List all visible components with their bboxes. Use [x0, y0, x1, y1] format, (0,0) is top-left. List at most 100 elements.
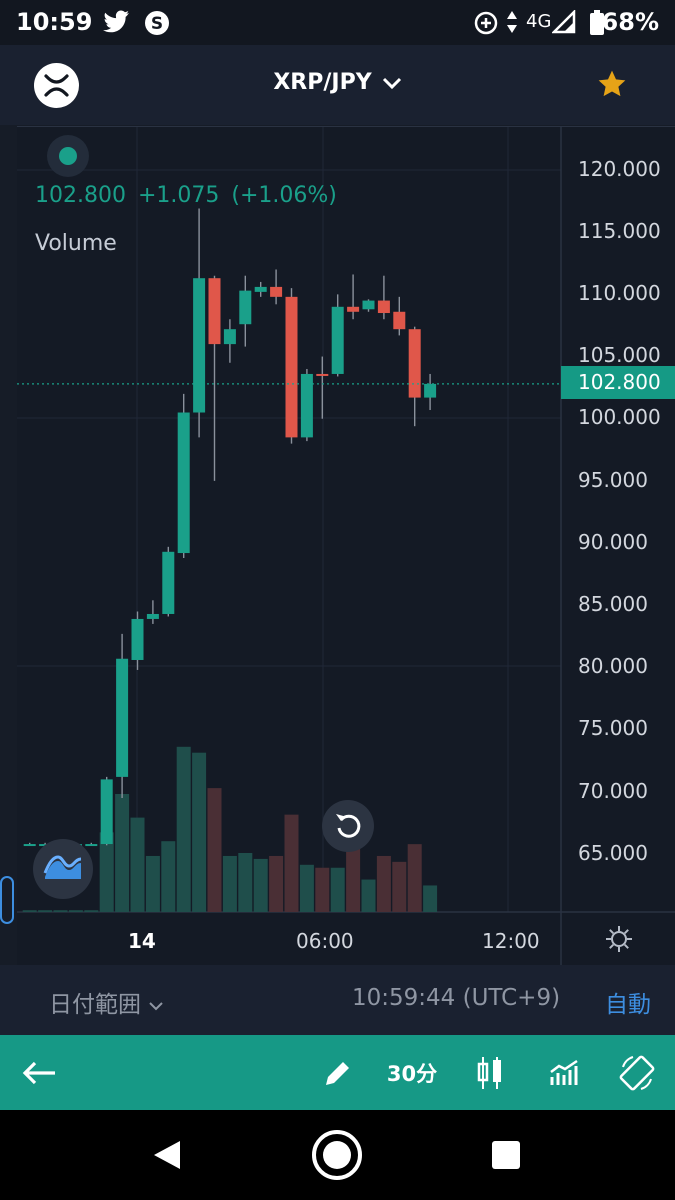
candle-body[interactable]: [408, 329, 421, 398]
candlestick-chart[interactable]: [17, 127, 675, 965]
y-tick-label: 65.000: [578, 841, 648, 865]
volume-bar: [423, 885, 438, 912]
status-time: 10:59: [16, 8, 93, 36]
y-tick-label: 100.000: [578, 405, 661, 429]
candle-body[interactable]: [223, 329, 236, 345]
candle-body[interactable]: [131, 618, 144, 660]
y-tick-label: 90.000: [578, 530, 648, 554]
rotate-screen-icon: [619, 1055, 655, 1090]
volume-bar: [407, 844, 422, 912]
volume-bar: [238, 853, 253, 912]
date-range-bar: 日付範囲 10:59:44 (UTC+9) 自動: [0, 965, 675, 1035]
indicators-button[interactable]: [544, 1035, 584, 1110]
series-visibility-dot[interactable]: [47, 135, 89, 177]
auto-scale-button[interactable]: 自動: [605, 992, 651, 1018]
y-tick-label: 70.000: [578, 779, 648, 803]
chevron-down-icon: [148, 992, 164, 1018]
twitter-icon: [102, 10, 130, 38]
y-tick-label: 85.000: [578, 592, 648, 616]
volume-bar: [192, 752, 207, 912]
pair-title: XRP/JPY: [273, 70, 372, 95]
y-tick-label: 95.000: [578, 468, 648, 492]
candle-body[interactable]: [331, 306, 344, 374]
candle-body[interactable]: [377, 300, 390, 314]
signal-icon: [550, 8, 576, 38]
candle-body[interactable]: [424, 383, 437, 398]
volume-bar: [269, 855, 284, 912]
candle-body[interactable]: [362, 300, 375, 310]
candle-body[interactable]: [23, 844, 36, 847]
y-tick-label: 115.000: [578, 219, 661, 243]
data-saver-icon: [473, 10, 499, 40]
volume-bar: [330, 867, 345, 912]
volume-bar: [253, 858, 268, 912]
indicator-button[interactable]: [33, 839, 93, 899]
x-tick-label: 06:00: [296, 929, 354, 953]
volume-bar: [299, 864, 314, 912]
legend-price: 102.800: [35, 183, 126, 208]
candle-body[interactable]: [116, 658, 129, 777]
rotate-screen-button[interactable]: [614, 1035, 660, 1110]
legend-price-line: 102.800 +1.075 (+1.06%): [35, 183, 349, 208]
bottom-toolbar: 30分: [0, 1035, 675, 1110]
chart-header: XRP/JPY: [0, 45, 675, 125]
candle-body[interactable]: [146, 613, 159, 619]
legend-change-pct: (+1.06%): [231, 183, 337, 208]
candle-body[interactable]: [177, 412, 190, 554]
candle-body[interactable]: [85, 844, 98, 847]
volume-bar: [284, 814, 299, 912]
volume-bar: [346, 841, 361, 912]
reset-zoom-button[interactable]: [322, 800, 374, 852]
chart-type-button[interactable]: [470, 1035, 510, 1110]
candle-body[interactable]: [100, 779, 113, 845]
candle-body[interactable]: [285, 296, 298, 438]
xrp-logo-icon[interactable]: [34, 63, 79, 108]
volume-bar: [176, 746, 191, 912]
draw-button[interactable]: [316, 1035, 360, 1110]
x-tick-label: 12:00: [482, 929, 540, 953]
candle-body[interactable]: [162, 551, 175, 614]
legend-change: +1.075: [137, 183, 220, 208]
volume-bar: [207, 788, 222, 912]
candlestick-icon: [477, 1056, 501, 1089]
reset-zoom-icon: [336, 814, 361, 838]
date-range-selector[interactable]: 日付範囲: [49, 985, 164, 1019]
candle-body[interactable]: [208, 278, 221, 345]
y-tick-label: 120.000: [578, 157, 661, 181]
candle-body[interactable]: [193, 278, 206, 413]
pencil-icon: [326, 1061, 349, 1085]
back-button[interactable]: [14, 1035, 64, 1110]
battery-percent: 68%: [601, 8, 659, 36]
sync-app-icon: S: [144, 10, 170, 40]
volume-bar: [145, 855, 160, 912]
settings-icon[interactable]: [604, 924, 634, 958]
volume-bar: [315, 867, 330, 912]
candle-body[interactable]: [347, 306, 360, 312]
candle-body[interactable]: [254, 286, 267, 292]
y-tick-label: 110.000: [578, 281, 661, 305]
candle-body[interactable]: [300, 373, 313, 438]
nav-home-icon[interactable]: [311, 1129, 363, 1185]
candle-body[interactable]: [393, 311, 406, 330]
scroll-handle[interactable]: [0, 876, 14, 924]
nav-recents-icon[interactable]: [492, 1141, 520, 1173]
candle-body[interactable]: [316, 373, 329, 376]
current-price-badge: 102.800: [561, 366, 675, 399]
volume-bar: [22, 910, 37, 912]
nav-back-icon[interactable]: [152, 1139, 182, 1175]
volume-label: Volume: [35, 231, 117, 256]
volume-bar: [115, 794, 130, 912]
star-icon[interactable]: [596, 68, 628, 104]
interval-button[interactable]: 30分: [386, 1061, 438, 1086]
pair-selector[interactable]: XRP/JPY: [0, 70, 675, 96]
volume-bar: [38, 910, 53, 912]
y-tick-label: 80.000: [578, 654, 648, 678]
data-arrows-icon: [505, 10, 519, 38]
status-bar: 10:59 S 4G 68%: [0, 0, 675, 45]
current-time: 10:59:44 (UTC+9): [352, 985, 561, 1011]
volume-bar: [130, 817, 145, 912]
candle-body[interactable]: [239, 290, 252, 325]
date-range-label: 日付範囲: [49, 992, 141, 1018]
candle-body[interactable]: [270, 286, 283, 297]
volume-bar: [222, 855, 237, 912]
